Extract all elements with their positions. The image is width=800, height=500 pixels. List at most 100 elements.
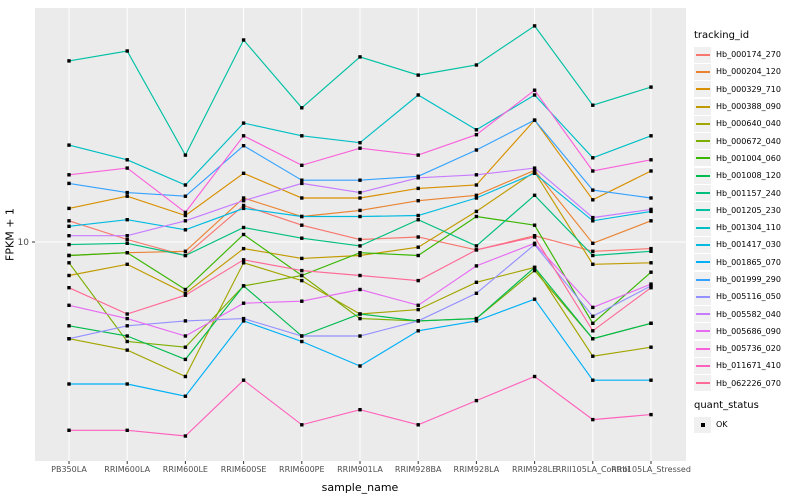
data-point [532,93,537,97]
data-point [649,209,653,214]
data-point [474,248,479,252]
data-point [300,196,304,200]
data-point [591,314,595,318]
legend-item-Hb_005116_050: Hb_005116_050 [694,288,800,305]
data-point [416,303,420,307]
legend-item-quant-OK: OK [694,416,800,433]
data-point [416,73,420,77]
data-point [183,287,188,292]
data-point [532,24,537,28]
data-point [532,297,537,301]
legend-key [694,167,711,184]
legend-key [694,63,711,80]
legend-item-Hb_000388_090: Hb_000388_090 [694,98,800,115]
data-point [649,282,653,286]
data-point [532,171,537,175]
data-point [183,374,188,379]
data-point [125,382,129,386]
legend-item-label: Hb_005686_090 [716,326,781,336]
data-point [358,273,362,278]
legend-item-Hb_000640_040: Hb_000640_040 [694,115,800,132]
x-tick-label-RRIM901LA: RRIM901LA [337,465,383,474]
legend-item-label: Hb_001004_060 [716,153,781,163]
data-point [241,144,246,148]
data-point [300,423,304,427]
data-point [358,237,362,242]
data-point [416,93,420,97]
legend-item-label: Hb_011671_410 [716,361,781,371]
data-point [649,85,653,89]
x-tick-label-RRIM600LA: RRIM600LA [104,465,151,474]
data-point [300,214,304,219]
legend-key [694,115,711,132]
data-point [67,143,71,147]
data-point [532,223,537,227]
data-point [532,374,537,379]
data-point [125,251,129,255]
legend-color-line-icon [695,313,710,316]
legend-color-line-icon [695,330,710,333]
data-point [67,224,71,228]
data-point [67,382,71,386]
data-point [241,246,246,251]
legend-item-label: OK [716,420,728,430]
data-point [183,434,188,438]
data-point [125,348,129,352]
data-point [591,241,595,245]
data-point [474,133,479,137]
data-point [416,213,420,218]
legend-item-label: Hb_001417_030 [716,240,781,250]
legend-color-line-icon [695,88,710,91]
data-point [532,88,537,92]
x-axis-label: sample_name [321,481,399,494]
data-point [67,261,71,265]
legend-item-label: Hb_005116_050 [716,292,781,302]
data-point [474,193,479,197]
data-point [300,163,304,167]
data-point [241,134,246,138]
data-point [474,316,479,321]
legend-item-label: Hb_001999_290 [716,275,781,284]
legend-title-tracking-id: tracking_id [694,30,750,41]
data-point [649,345,653,349]
legend-key [694,133,711,150]
data-point [358,190,362,195]
data-point [474,148,479,152]
legend-item-label: Hb_005582_040 [716,309,781,319]
x-tick-label-RRII105LA_Control: RRII105LA_Control [555,465,630,474]
data-point [358,214,362,219]
data-point [241,258,246,262]
data-point [67,273,71,278]
data-point [649,169,653,173]
data-point [241,319,246,323]
legend-key [694,236,711,253]
legend-key [694,219,711,236]
data-point [591,219,595,223]
data-point [241,261,246,265]
legend-item-Hb_000174_270: Hb_000174_270 [694,46,800,63]
data-point [358,251,362,255]
data-point [300,299,304,303]
legend-key [694,323,711,340]
legend-item-Hb_000672_040: Hb_000672_040 [694,132,800,150]
legend-item-label: Hb_001008_120 [716,171,781,181]
data-point [474,173,479,177]
data-point [649,249,653,253]
data-point [241,171,246,175]
data-point [300,106,304,110]
legend-key [694,357,711,374]
data-point [125,339,129,344]
data-point [358,334,362,338]
data-point [125,194,129,198]
data-point [358,312,362,316]
legend-color-line-icon [695,243,710,246]
legend-color-line-icon [695,157,710,160]
data-point [67,242,71,247]
data-point [300,134,304,138]
legend-item-label: Hb_062226_070 [716,378,781,388]
legend-color-line-icon [695,278,710,281]
data-point [649,270,653,274]
legend-key [694,185,711,202]
data-point [358,178,362,182]
data-point [241,199,246,203]
